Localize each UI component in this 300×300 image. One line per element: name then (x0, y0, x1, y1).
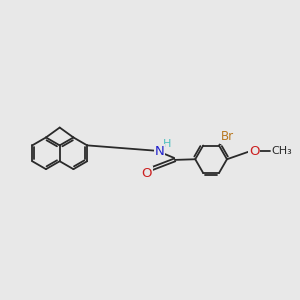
Text: H: H (163, 139, 171, 149)
Text: O: O (249, 145, 259, 158)
Text: N: N (154, 145, 164, 158)
Text: Br: Br (221, 130, 234, 143)
Text: CH₃: CH₃ (272, 146, 292, 156)
Text: O: O (141, 167, 152, 180)
